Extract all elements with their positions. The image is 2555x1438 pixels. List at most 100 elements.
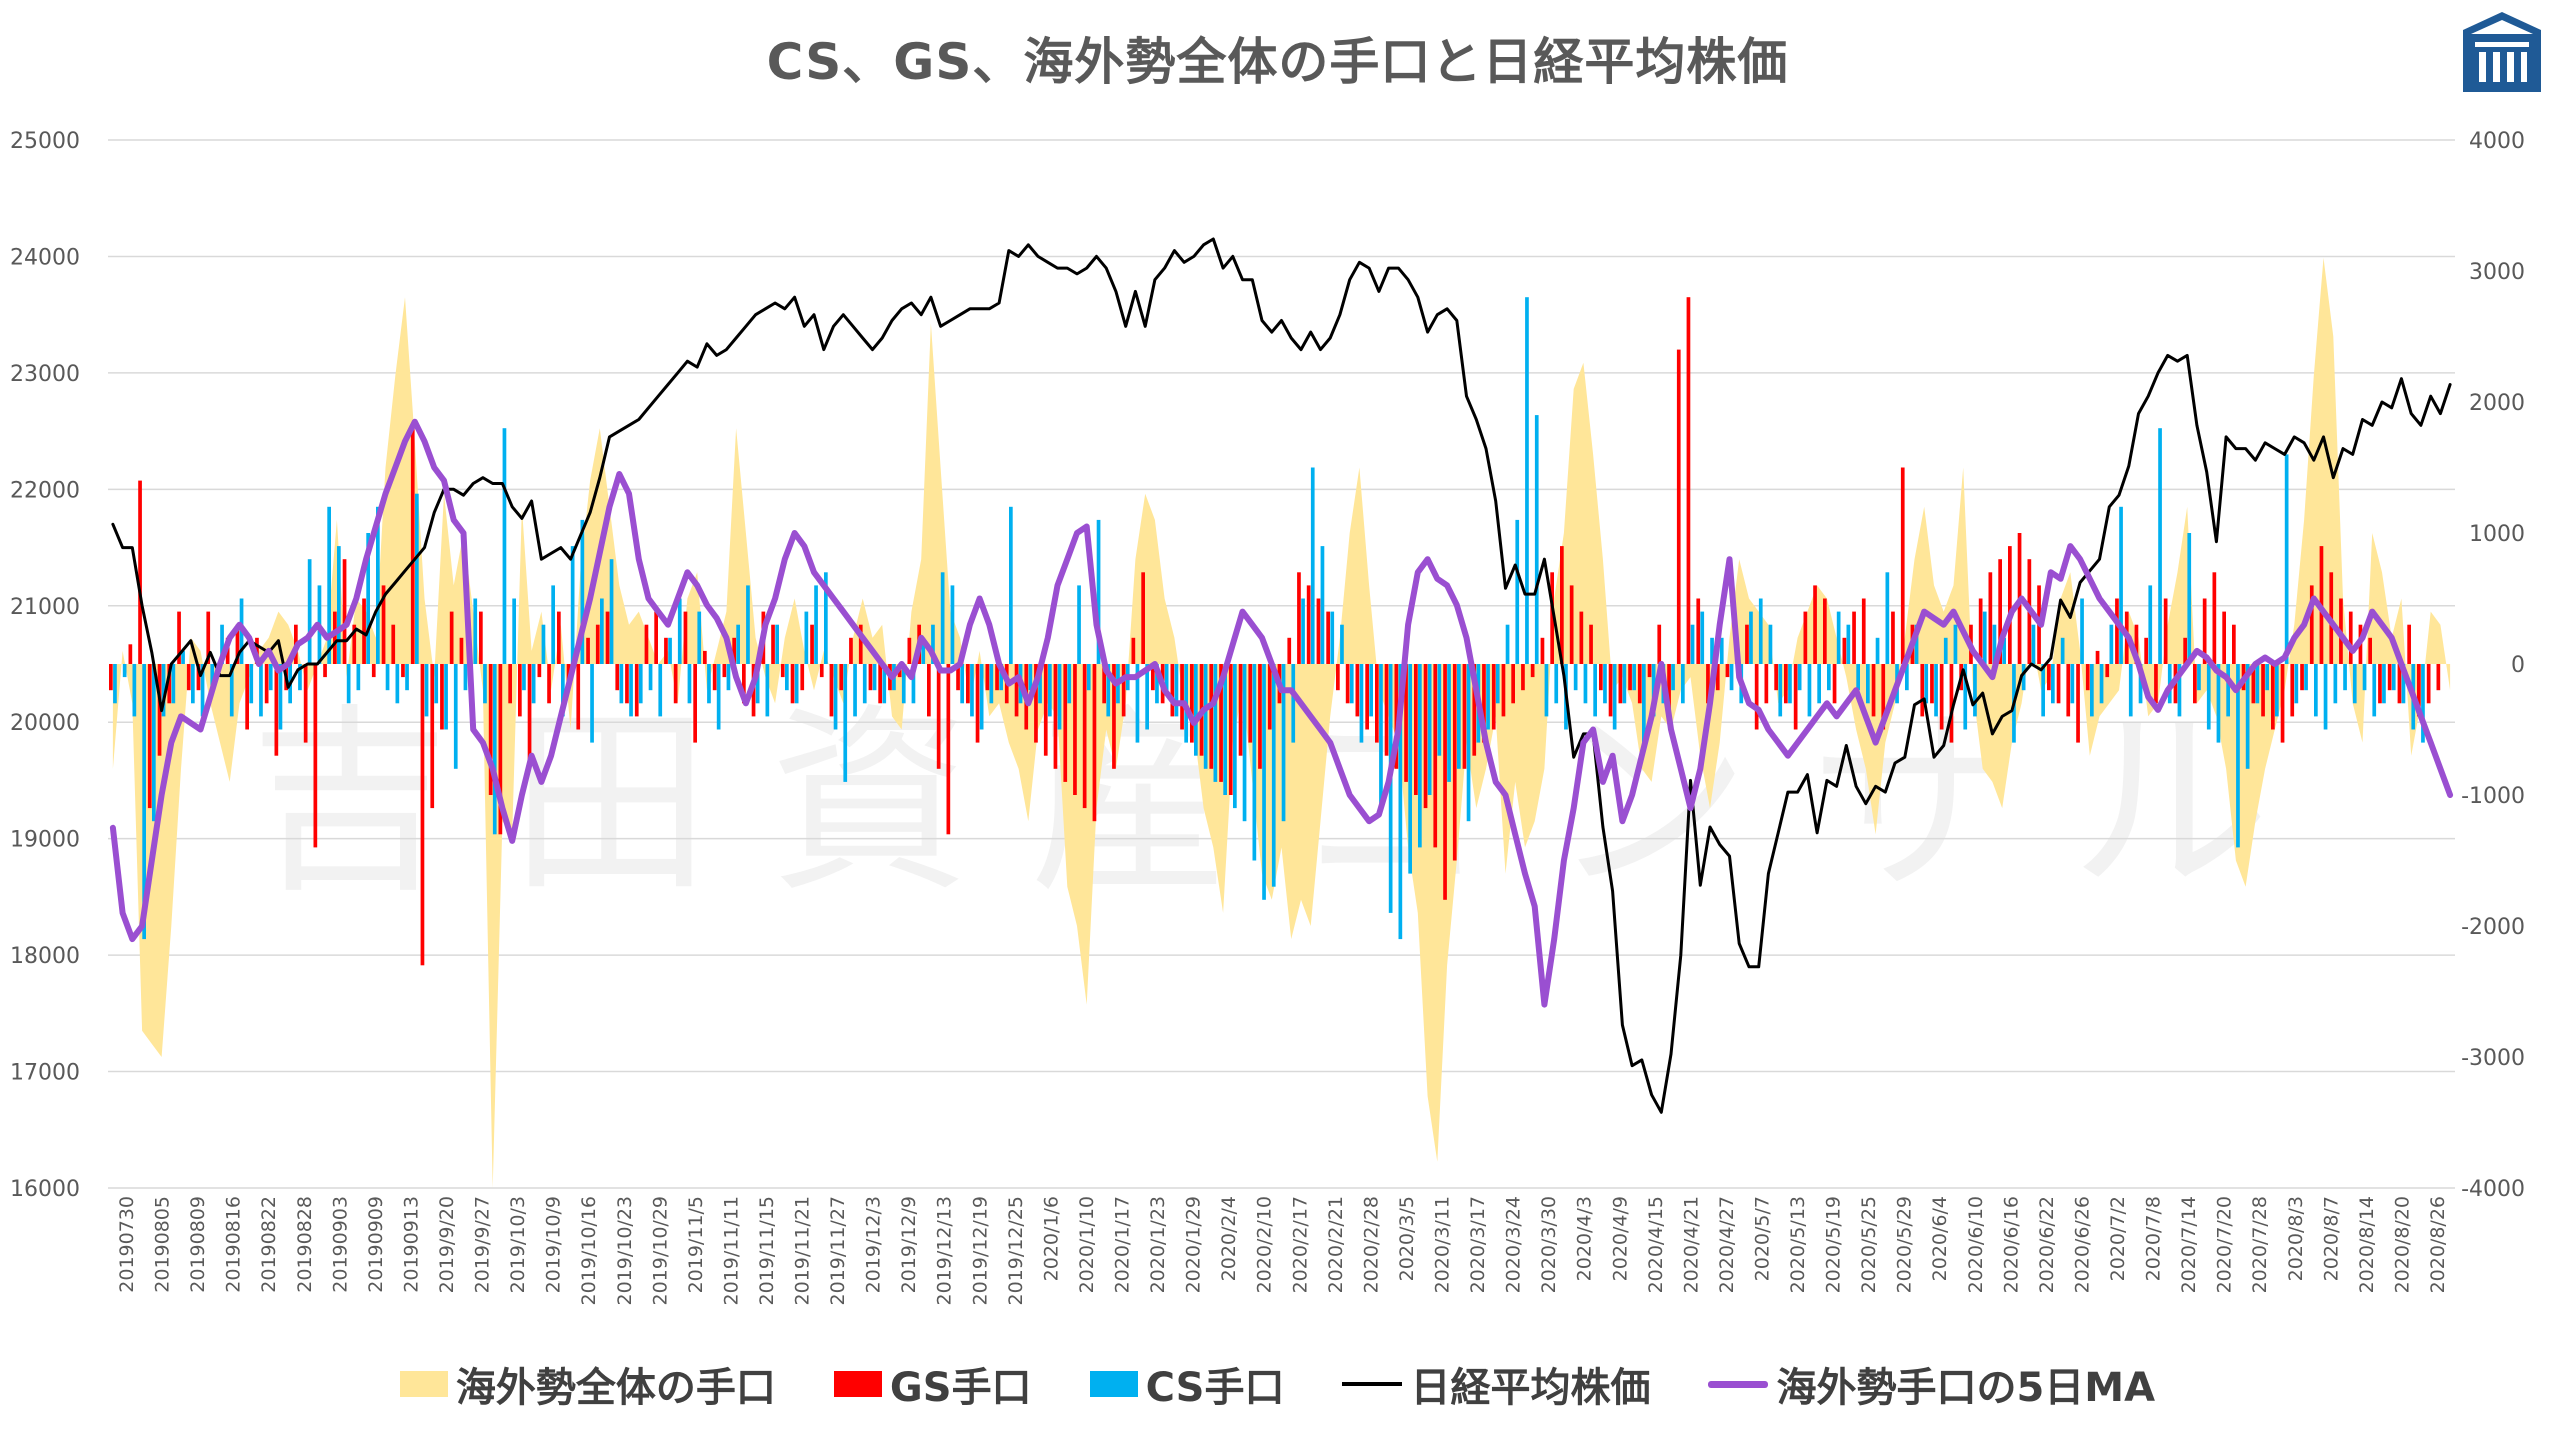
right-tick-label: -2000 (2461, 915, 2525, 940)
gs-bar (1764, 664, 1769, 704)
cs-bar (346, 664, 351, 704)
gs-bar (1920, 664, 1925, 717)
right-tick-label: -4000 (2461, 1177, 2525, 1202)
cs-bar (1252, 664, 1257, 861)
gs-bar (1014, 664, 1019, 717)
x-tick-label: 2020/5/25 (1858, 1196, 1880, 1293)
gs-bar (1686, 297, 1691, 664)
cs-bar (220, 624, 224, 664)
x-tick-label: 2019/10/29 (649, 1196, 671, 1306)
gs-bar (430, 664, 435, 809)
line-series (109, 237, 2454, 1114)
cs-bar (853, 664, 857, 717)
legend-swatch-nikkei (1342, 1382, 1403, 1386)
gs-bar (1063, 664, 1068, 782)
cs-bar (931, 624, 935, 664)
cs-bar (181, 650, 185, 664)
left-tick-label: 20000 (10, 711, 80, 736)
gs-bar (2047, 664, 2051, 691)
left-tick-label: 18000 (10, 944, 80, 969)
cs-bar (2002, 637, 2006, 664)
gs-bar (2378, 664, 2382, 704)
cs-bar (2119, 506, 2123, 664)
cs-bar (1525, 297, 1529, 664)
cs-bar (1817, 664, 1821, 704)
cs-bar (1106, 664, 1111, 717)
gs-bar (2417, 664, 2421, 717)
gs-bar (829, 664, 834, 717)
cs-bar (268, 664, 273, 691)
gs-bar (498, 664, 503, 835)
gs-bar (1861, 598, 1866, 664)
gs-bar (2261, 664, 2265, 717)
cs-bar (1690, 624, 1695, 664)
gs-bar (1102, 664, 1106, 704)
gs-bar (1501, 664, 1506, 717)
cs-bar (2245, 664, 2250, 769)
gs-bar (2105, 664, 2110, 678)
cs-bar (1573, 664, 1578, 691)
x-tick-label: 2020/6/26 (2072, 1196, 2094, 1293)
x-tick-label: 2020/1/17 (1112, 1196, 1134, 1293)
cs-bar (590, 664, 594, 743)
gs-bar (449, 611, 454, 664)
cs-bar (298, 664, 302, 691)
gs-bar (693, 664, 697, 743)
gs-bar (1813, 585, 1817, 664)
cs-bar (1856, 664, 1860, 691)
cs-bar (1447, 664, 1451, 782)
cs-bar (1281, 664, 1286, 822)
gs-bar (654, 611, 658, 664)
gs-bar (264, 664, 269, 704)
gs-bar (1433, 664, 1438, 848)
x-tick-label: 2020/1/23 (1147, 1196, 1169, 1293)
cs-bar (2138, 664, 2143, 704)
cs-bar (814, 585, 818, 664)
cs-bar (2080, 598, 2084, 664)
cs-bar (629, 664, 633, 717)
gs-bar (1121, 664, 1126, 717)
cs-bar (999, 664, 1003, 691)
gs-bar (186, 664, 191, 691)
cs-bar (1943, 637, 1948, 664)
nikkei-line (111, 237, 2452, 1114)
cs-bar (648, 664, 653, 691)
cs-bar (415, 493, 419, 664)
x-tick-label: 2020/3/11 (1432, 1196, 1454, 1293)
cs-bar (1534, 415, 1539, 664)
gs-bar (1939, 664, 1944, 730)
gs-bar (2076, 664, 2080, 743)
right-tick-label: 4000 (2469, 129, 2525, 154)
gs-bar (527, 664, 532, 769)
x-tick-label: 2020/7/8 (2143, 1196, 2165, 1281)
cs-bar (2070, 664, 2075, 704)
cs-bar (668, 637, 672, 664)
gs-bar (1667, 664, 1671, 717)
x-tick-label: 2020/8/3 (2285, 1196, 2307, 1281)
gs-bar (167, 664, 172, 704)
cs-bar (687, 664, 692, 704)
cs-bar (2031, 624, 2036, 664)
cs-bar (1642, 664, 1646, 743)
gs-bar (1180, 664, 1184, 730)
cs-bar (677, 598, 682, 664)
gs-bar (927, 664, 931, 717)
gs-bar (1073, 664, 1077, 795)
gs-bar (352, 624, 357, 664)
x-tick-label: 2019/9/20 (436, 1196, 458, 1293)
x-tick-label: 2019/12/25 (1005, 1196, 1027, 1306)
cs-bar (1866, 664, 1870, 704)
gs-bar (1306, 585, 1311, 664)
cs-bar (1057, 664, 1062, 730)
cs-bar (960, 664, 964, 704)
x-tick-label: 20190828 (294, 1196, 316, 1293)
gs-bar (839, 664, 844, 691)
cs-bar (833, 664, 838, 730)
cs-bar (707, 664, 711, 704)
gs-bar (157, 664, 162, 756)
cs-bar (1846, 624, 1851, 664)
gs-bar (732, 637, 736, 664)
cs-bar (1749, 611, 1753, 664)
total-area (112, 257, 2451, 1188)
gs-bar (1881, 664, 1886, 730)
